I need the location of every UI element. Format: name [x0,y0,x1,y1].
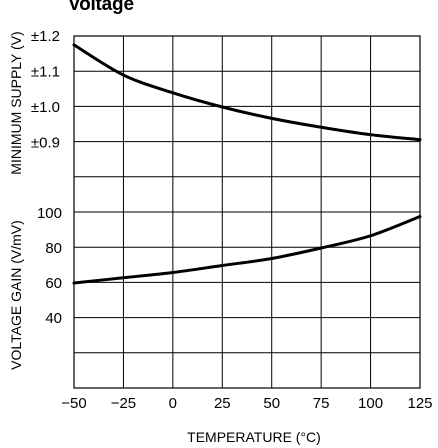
y-tick-label-bottom: 80 [45,240,62,257]
chart-labels: ±0.9 ±1.0 ±1.1 ±1.2 40 60 80 100 −50 −25 0 25 50 75 10… [8,28,433,445]
x-tick-label: 0 [169,395,177,412]
y-axis-label-top: MINIMUM SUPPLY (V) [8,31,24,174]
y-axis-label-bottom: VOLTAGE GAIN (V/mV) [8,220,24,370]
page-title: Voltage [68,0,134,15]
x-tick-label: 50 [263,395,280,412]
y-tick-label-top: ±0.9 [31,135,60,152]
x-tick-label: 25 [214,395,231,412]
x-tick-label: 75 [313,395,330,412]
x-tick-label: −25 [111,395,136,412]
x-tick-label: −50 [61,395,86,412]
y-tick-label-top: ±1.2 [31,28,60,45]
chart-axes [73,35,421,389]
y-tick-label-top: ±1.0 [31,99,60,116]
y-tick-label-bottom: 100 [37,205,62,222]
x-tick-label: 125 [407,395,432,412]
chart-series [72,43,422,285]
series-line-minimum-supply [72,43,422,142]
plot-frame [73,35,421,389]
y-tick-label-top: ±1.1 [31,64,60,81]
series-line-voltage-gain [72,215,422,285]
y-tick-label-bottom: 60 [45,275,62,292]
y-tick-label-bottom: 40 [45,310,62,327]
x-tick-label: 100 [358,395,383,412]
x-axis-label: TEMPERATURE (°C) [187,429,321,445]
chart-grid [73,35,421,389]
